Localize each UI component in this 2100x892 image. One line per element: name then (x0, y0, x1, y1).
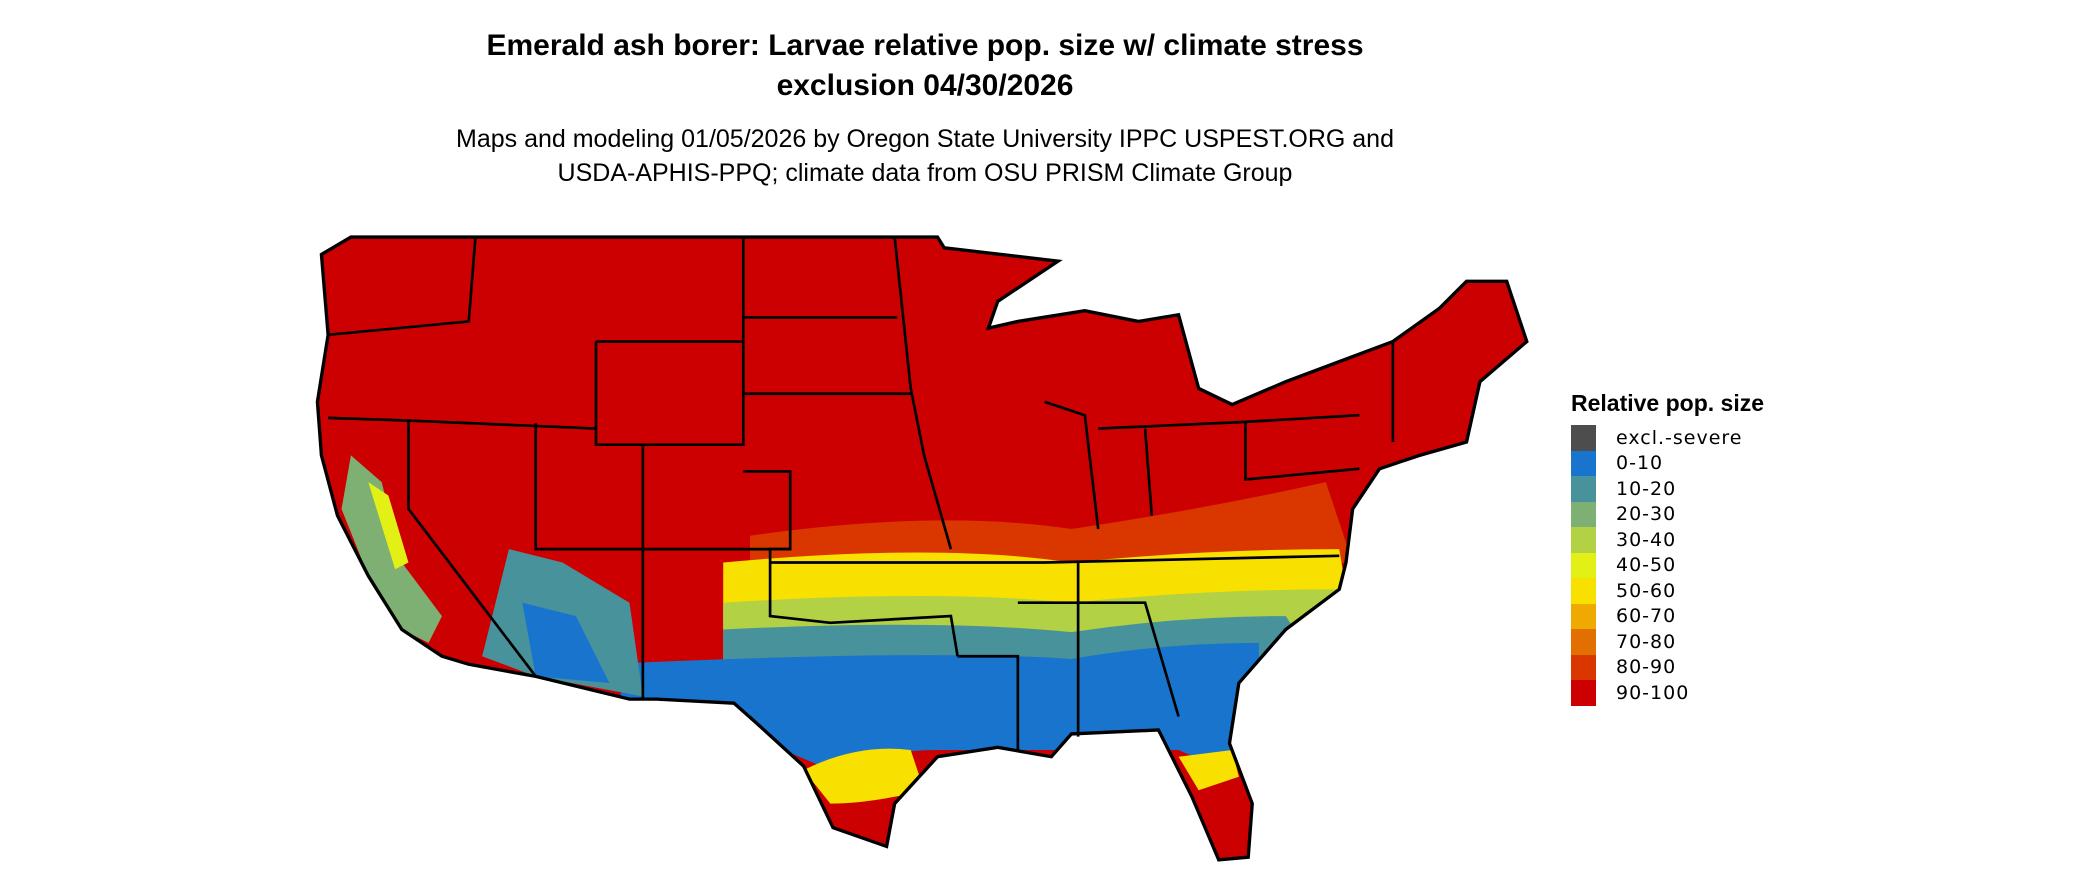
state-border (1143, 428, 1154, 516)
legend-label: 80-90 (1616, 656, 1677, 679)
state-border (893, 236, 953, 550)
legend-swatch (1571, 629, 1596, 655)
state-border (1044, 400, 1100, 530)
legend-swatch (1571, 501, 1596, 527)
legend-item: 10-20 (1571, 476, 1764, 502)
legend-label: 50-60 (1616, 579, 1677, 602)
legend-swatch (1571, 680, 1596, 706)
legend-swatch (1571, 578, 1596, 604)
legend-label: 10-20 (1616, 477, 1677, 500)
state-border (534, 423, 645, 700)
legend-item: 30-40 (1571, 527, 1764, 553)
zone-80-90 (750, 482, 1353, 576)
state-border (1244, 421, 1360, 481)
state-border (407, 420, 537, 678)
legend-item: 90-100 (1571, 680, 1764, 706)
legend-swatch (1571, 527, 1596, 553)
legend-item: 40-50 (1571, 552, 1764, 578)
legend-label: 60-70 (1616, 605, 1677, 628)
legend-item: 80-90 (1571, 654, 1764, 680)
legend-swatch (1571, 450, 1596, 476)
zone-california-coast-yellow (368, 482, 409, 570)
legend-swatch (1571, 654, 1596, 680)
legend-swatch (1571, 425, 1596, 451)
map-subtitle-line-1: Maps and modeling 01/05/2026 by Oregon S… (456, 125, 1394, 153)
legend-item: 20-30 (1571, 501, 1764, 527)
legend-label: 40-50 (1616, 554, 1677, 577)
state-border (1017, 601, 1180, 717)
state-border (770, 554, 1340, 564)
state-border (957, 654, 1020, 751)
zone-florida-coast (1178, 750, 1239, 791)
state-border (741, 237, 911, 396)
legend-label: 30-40 (1616, 528, 1677, 551)
state-border (768, 547, 959, 657)
zone-texas-gulf-coast (803, 748, 925, 804)
legend-label: 90-100 (1616, 681, 1690, 704)
legend-item: 70-80 (1571, 629, 1764, 655)
state-border (327, 236, 477, 337)
legend-item: 0-10 (1571, 450, 1764, 476)
legend-title: Relative pop. size (1571, 390, 1765, 416)
legend-label: 0-10 (1616, 452, 1664, 475)
legend-swatch (1571, 476, 1596, 502)
legend-item: 60-70 (1571, 603, 1764, 629)
legend-swatch (1571, 603, 1596, 629)
zone-southwest-blue (522, 602, 610, 684)
legend-swatch (1571, 552, 1596, 578)
state-border (594, 340, 745, 446)
map-title-line-1: Emerald ash borer: Larvae relative pop. … (486, 29, 1364, 62)
state-borders (327, 236, 1395, 751)
map-subtitle-line-2: USDA-APHIS-PPQ; climate data from OSU PR… (557, 159, 1293, 187)
legend-item: excl.-severe (1571, 425, 1764, 451)
legend: Relative pop. size excl.-severe 0-10 10-20… (1571, 390, 1764, 706)
legend-item: 50-60 (1571, 578, 1764, 604)
legend-label: excl.-severe (1616, 426, 1743, 449)
legend-label: 70-80 (1616, 630, 1677, 653)
map-title-line-2: exclusion 04/30/2026 (776, 69, 1074, 102)
legend-label: 20-30 (1616, 503, 1677, 526)
